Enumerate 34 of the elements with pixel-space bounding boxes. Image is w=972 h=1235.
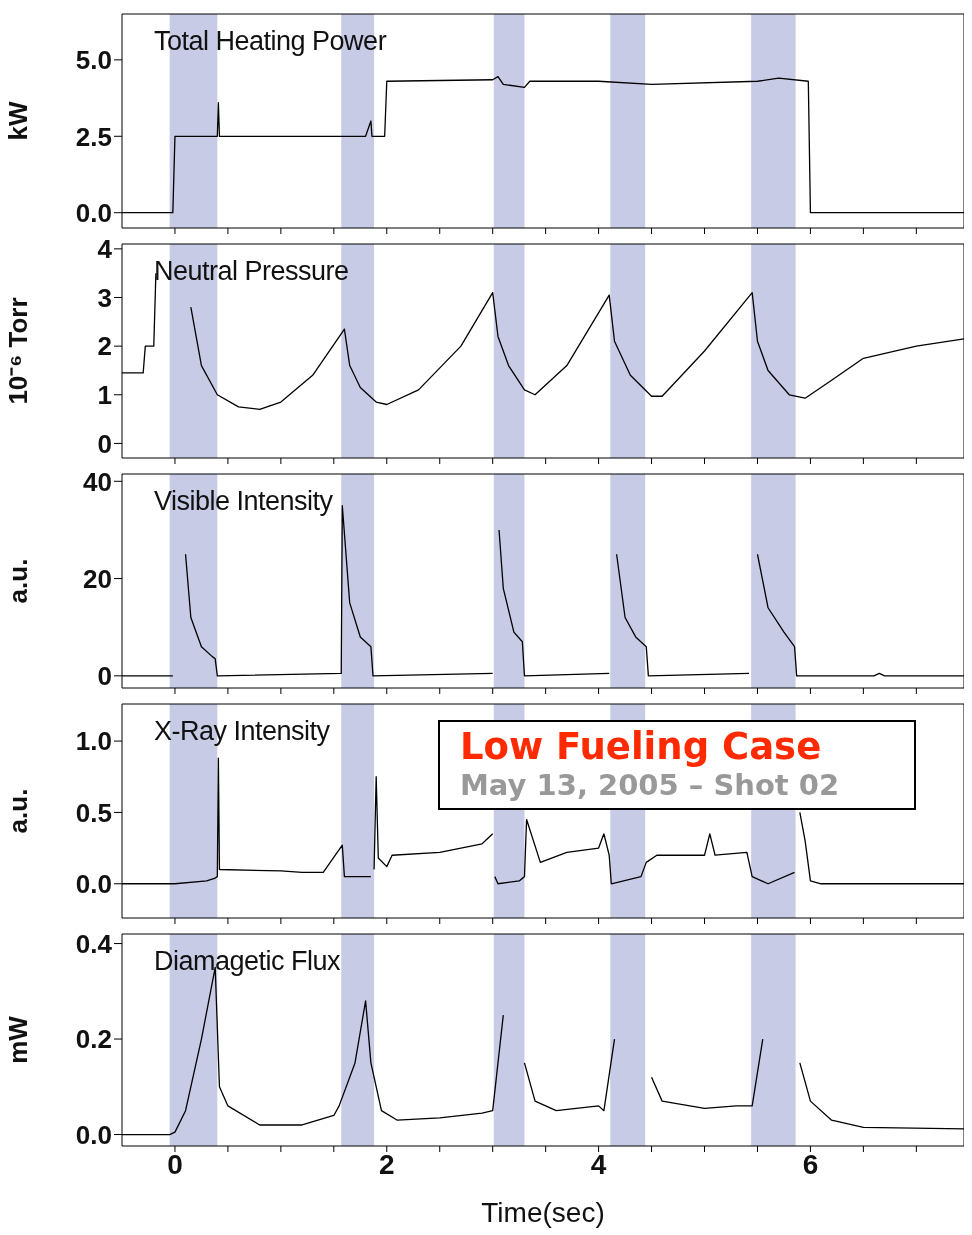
y-tick-label: 0.5 (75, 797, 112, 828)
text: Neutral Pressure (154, 256, 349, 287)
chart-title: Visible Intensity (154, 486, 333, 517)
chart-title: Total Heating Power (154, 26, 387, 57)
y-tick-label: 0.0 (75, 868, 112, 899)
y-tick-label: 4 (97, 234, 113, 265)
annotation: May 13, 2005 – Shot 02 (460, 767, 841, 802)
y-tick-label: 0.0 (75, 1119, 112, 1150)
y-tick-label: 0.0 (75, 197, 112, 228)
text: X-Ray Intensity (154, 716, 330, 747)
y-axis-title: kW (3, 101, 34, 141)
y-tick-label: 0.2 (75, 1024, 112, 1055)
x-tick-label: 2 (378, 1148, 395, 1180)
y-tick-label: 3 (97, 282, 112, 313)
y-tick-label: 20 (83, 563, 112, 594)
y-axis-title: mW (3, 1015, 34, 1064)
y-tick-label: 0 (97, 661, 112, 692)
y-tick-label: 1.0 (75, 726, 112, 757)
y-tick-label: 2 (97, 331, 112, 362)
x-tick-label: 6 (802, 1148, 819, 1180)
y-axis-title: 10⁻⁶ Torr (3, 297, 34, 405)
chart-title: Diamagetic Flux (154, 946, 341, 977)
y-tick-label: 1 (97, 380, 112, 410)
y-tick-label: 0 (97, 428, 112, 459)
annotation: Low Fueling Case (460, 725, 823, 769)
y-axis-title: a.u. (3, 558, 34, 604)
y-tick-label: 40 (83, 466, 112, 497)
y-tick-label: 2.5 (75, 121, 112, 152)
x-tick-label: 0 (167, 1148, 183, 1180)
y-axis-title: a.u. (3, 788, 34, 834)
y-tick-label: 5.0 (75, 45, 112, 76)
x-axis-title: Time(sec) (481, 1197, 605, 1228)
x-tick-label: 4 (590, 1148, 607, 1180)
y-tick-label: 0.4 (75, 928, 113, 959)
